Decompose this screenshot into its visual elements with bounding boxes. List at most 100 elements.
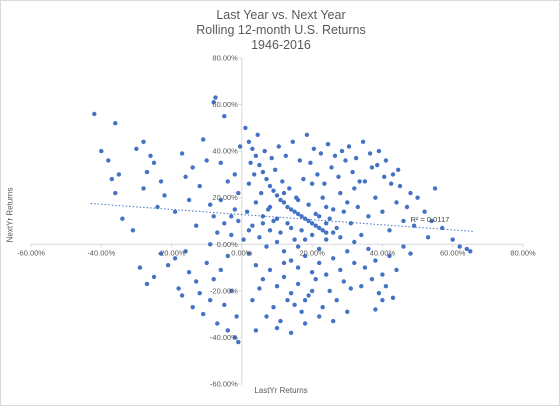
data-point (213, 95, 218, 100)
data-point (215, 230, 220, 235)
data-point (267, 228, 273, 233)
data-point (264, 244, 269, 249)
data-point (229, 232, 234, 238)
y-axis-title: NextYr Returns (5, 187, 15, 243)
data-point (394, 200, 399, 205)
data-point (339, 148, 345, 154)
data-point (273, 167, 278, 172)
data-point (278, 230, 283, 235)
data-point (327, 216, 332, 221)
data-point (297, 158, 302, 163)
data-point (290, 139, 295, 144)
data-point (331, 256, 336, 261)
data-point (292, 209, 297, 214)
data-point (317, 260, 322, 266)
data-point (179, 293, 185, 298)
data-point (299, 214, 304, 219)
data-point (373, 307, 378, 312)
data-point (211, 214, 216, 219)
data-point (288, 207, 294, 212)
data-point (236, 218, 241, 224)
data-point (309, 181, 315, 186)
data-point (264, 314, 269, 319)
data-point (331, 318, 336, 324)
data-point (186, 197, 192, 203)
data-point (313, 277, 318, 282)
data-point (324, 221, 329, 226)
data-point (267, 267, 273, 273)
data-point (151, 274, 157, 280)
data-point (274, 193, 280, 198)
data-point (278, 197, 283, 203)
data-point (301, 176, 306, 182)
data-point (281, 249, 287, 254)
data-point (262, 148, 267, 154)
data-point (341, 209, 346, 214)
data-point (109, 176, 115, 182)
data-point (274, 216, 280, 221)
data-point (334, 298, 339, 303)
data-point (274, 325, 280, 331)
data-point (302, 298, 308, 303)
data-point (317, 214, 322, 219)
data-point (401, 244, 406, 249)
data-point (341, 279, 346, 284)
data-point (324, 204, 329, 210)
data-point (440, 225, 445, 231)
data-point (404, 204, 410, 210)
data-point (250, 146, 255, 151)
data-point (383, 158, 389, 163)
data-point (134, 146, 139, 151)
data-point (375, 162, 380, 168)
data-point (194, 223, 199, 228)
data-point (295, 244, 301, 249)
data-point (345, 249, 350, 254)
data-point (332, 153, 338, 158)
data-point (260, 169, 266, 175)
data-point (325, 142, 331, 147)
data-point (313, 211, 318, 217)
data-point (346, 144, 352, 149)
data-point (276, 144, 281, 149)
data-point (318, 151, 324, 156)
data-point (397, 183, 403, 189)
data-point (295, 281, 301, 287)
data-point (211, 277, 216, 282)
data-point (257, 235, 262, 240)
data-point (345, 200, 350, 205)
data-point (179, 151, 185, 156)
data-point (367, 151, 373, 156)
data-point (348, 286, 353, 291)
data-point (141, 186, 146, 191)
data-point (302, 321, 308, 326)
data-point (387, 228, 392, 233)
trendline (90, 203, 474, 232)
data-point (380, 298, 385, 303)
data-point (317, 246, 322, 252)
data-point (260, 221, 266, 226)
x-tick-label: -20.00% (158, 248, 186, 257)
data-point (288, 291, 294, 296)
data-point (422, 209, 427, 214)
data-point (155, 204, 160, 210)
data-point (211, 100, 216, 105)
data-point (280, 179, 285, 184)
data-point (357, 179, 362, 184)
data-point (186, 270, 192, 275)
data-point (204, 158, 209, 163)
data-point (389, 181, 394, 186)
data-point (172, 256, 178, 261)
y-tick-label: -60.00% (210, 380, 238, 389)
data-point (295, 211, 301, 217)
data-point (415, 195, 420, 200)
data-point (315, 172, 320, 177)
y-tick-label: -40.00% (210, 333, 238, 342)
data-point (387, 253, 392, 259)
data-point (197, 183, 202, 189)
data-point (237, 144, 243, 149)
data-point (267, 183, 273, 189)
x-tick-label: -40.00% (87, 248, 115, 257)
data-point (338, 190, 343, 196)
x-tick-label: 0.00% (231, 248, 253, 257)
data-point (246, 139, 252, 144)
